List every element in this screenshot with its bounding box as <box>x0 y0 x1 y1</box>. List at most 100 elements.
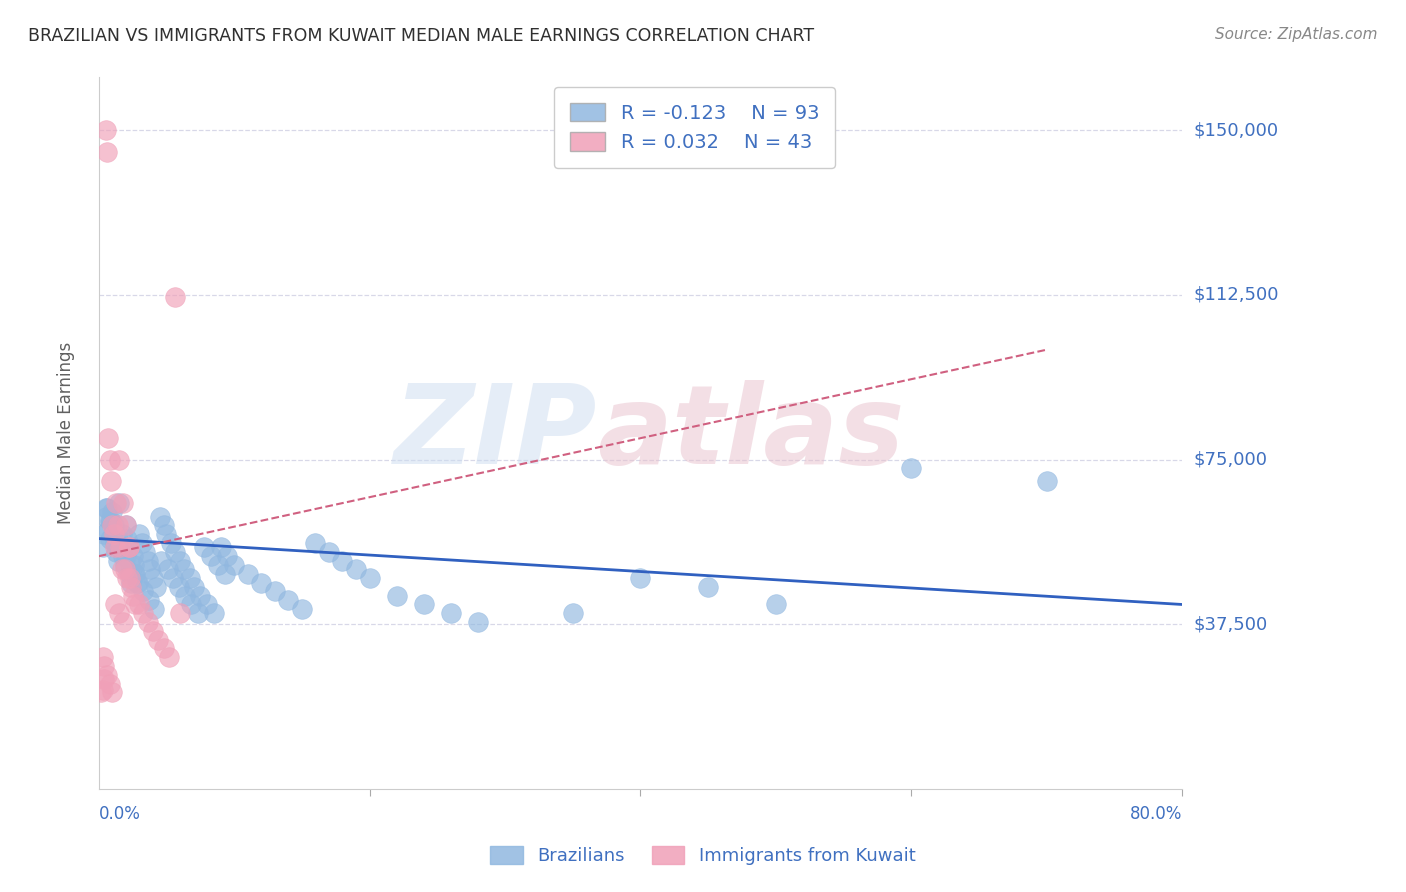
Point <box>120 575 142 590</box>
Point <box>142 571 165 585</box>
Text: atlas: atlas <box>598 380 904 487</box>
Point <box>107 532 129 546</box>
Point <box>250 575 273 590</box>
Point <box>118 566 141 581</box>
Text: BRAZILIAN VS IMMIGRANTS FROM KUWAIT MEDIAN MALE EARNINGS CORRELATION CHART: BRAZILIAN VS IMMIGRANTS FROM KUWAIT MEDI… <box>28 27 814 45</box>
Point <box>263 584 285 599</box>
Point <box>385 589 408 603</box>
Point <box>122 566 145 581</box>
Point <box>332 553 354 567</box>
Point <box>159 536 181 550</box>
Text: $150,000: $150,000 <box>1194 121 1278 139</box>
Point <box>101 518 124 533</box>
Legend: Brazilians, Immigrants from Kuwait: Brazilians, Immigrants from Kuwait <box>481 838 925 874</box>
Point <box>114 562 136 576</box>
Point <box>136 553 159 567</box>
Point <box>697 580 720 594</box>
Text: ZIP: ZIP <box>394 380 598 487</box>
Point <box>209 541 232 555</box>
Point <box>103 527 125 541</box>
Point <box>108 452 131 467</box>
Point <box>117 541 139 555</box>
Point <box>96 500 118 515</box>
Point <box>97 523 120 537</box>
Point <box>112 615 135 629</box>
Point <box>122 558 145 572</box>
Point <box>100 514 122 528</box>
Point <box>107 518 129 533</box>
Text: $75,000: $75,000 <box>1194 450 1267 468</box>
Point <box>104 598 127 612</box>
Point <box>180 598 202 612</box>
Point <box>136 615 159 629</box>
Point <box>179 571 201 585</box>
Point <box>134 545 156 559</box>
Text: Source: ZipAtlas.com: Source: ZipAtlas.com <box>1215 27 1378 42</box>
Point <box>128 527 150 541</box>
Point <box>174 589 197 603</box>
Point <box>139 562 162 576</box>
Point <box>96 667 118 681</box>
Text: $112,500: $112,500 <box>1194 285 1278 304</box>
Point <box>115 532 138 546</box>
Point <box>440 606 463 620</box>
Point <box>412 598 434 612</box>
Point <box>138 593 160 607</box>
Point <box>214 566 236 581</box>
Text: $37,500: $37,500 <box>1194 615 1267 633</box>
Point <box>149 509 172 524</box>
Point <box>163 545 186 559</box>
Point <box>124 566 146 581</box>
Point <box>98 514 121 528</box>
Point <box>183 580 205 594</box>
Point <box>94 123 117 137</box>
Point <box>167 580 190 594</box>
Legend: R = -0.123    N = 93, R = 0.032    N = 43: R = -0.123 N = 93, R = 0.032 N = 43 <box>554 87 835 168</box>
Point <box>142 624 165 638</box>
Point <box>1035 475 1057 489</box>
Point <box>117 541 139 555</box>
Point <box>117 541 139 555</box>
Point <box>104 541 127 555</box>
Point <box>98 676 121 690</box>
Point <box>118 571 141 585</box>
Point <box>156 562 179 576</box>
Point <box>236 566 259 581</box>
Point <box>100 475 122 489</box>
Point <box>173 562 195 576</box>
Point <box>148 632 170 647</box>
Point <box>195 598 218 612</box>
Point <box>169 553 191 567</box>
Point <box>128 598 150 612</box>
Point <box>101 505 124 519</box>
Point <box>163 290 186 304</box>
Point <box>107 553 129 567</box>
Point <box>187 606 209 620</box>
Point <box>93 659 115 673</box>
Point <box>108 606 131 620</box>
Point <box>131 536 153 550</box>
Point <box>115 518 138 533</box>
Point <box>104 536 127 550</box>
Point <box>291 602 314 616</box>
Point <box>115 571 138 585</box>
Point <box>145 580 167 594</box>
Point <box>105 496 128 510</box>
Point <box>359 571 381 585</box>
Point <box>112 549 135 563</box>
Point <box>169 606 191 620</box>
Point <box>193 541 215 555</box>
Point <box>111 541 134 555</box>
Point <box>132 606 155 620</box>
Point <box>110 541 132 555</box>
Point <box>94 500 117 515</box>
Point <box>155 527 177 541</box>
Point <box>561 606 583 620</box>
Point <box>124 598 146 612</box>
Point <box>765 598 787 612</box>
Point <box>202 606 225 620</box>
Point <box>91 683 114 698</box>
Point <box>115 518 138 533</box>
Point <box>111 527 134 541</box>
Point <box>125 575 148 590</box>
